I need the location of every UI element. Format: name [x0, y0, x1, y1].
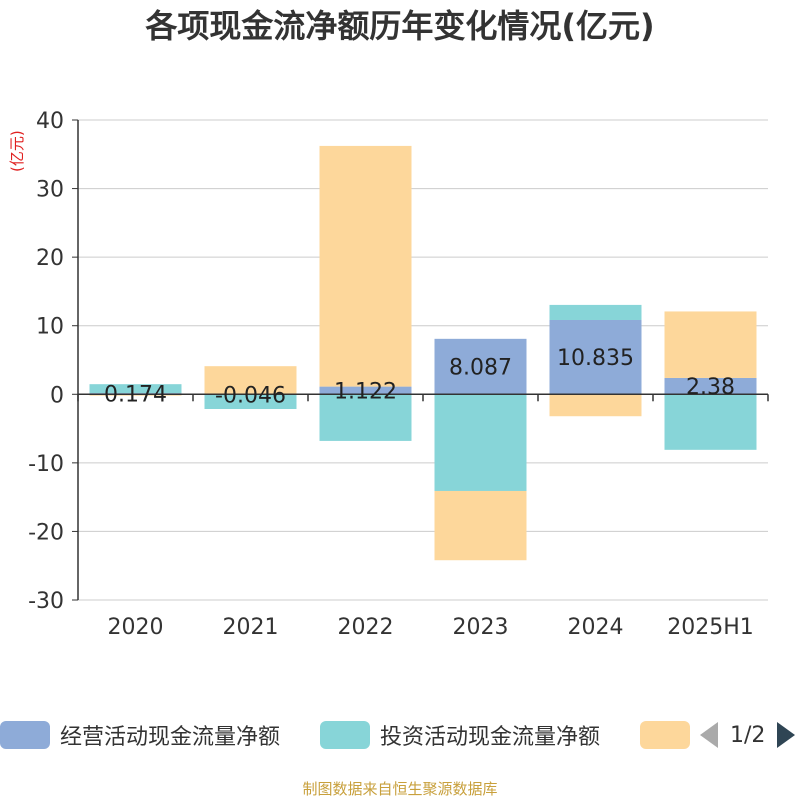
data-label-2025H1: 2.38 [686, 375, 735, 400]
bar-2021-series-1 [204, 394, 297, 410]
legend-prev-page-icon[interactable] [700, 722, 718, 748]
data-label-2022: 1.122 [334, 379, 397, 404]
legend-page-indicator: 1/2 [730, 722, 766, 748]
bar-2025H1-series-1 [664, 394, 757, 450]
x-tick-label-2024: 2024 [568, 615, 624, 640]
legend-pager: 1/2 [700, 720, 796, 750]
legend-swatch-investing [320, 721, 370, 749]
data-label-2024: 10.835 [557, 346, 634, 371]
bar-2023-series-0 [434, 338, 527, 395]
legend: 经营活动现金流量净额 投资活动现金流量净额 1/2 [0, 716, 800, 756]
data-source-footer: 制图数据来自恒生聚源数据库 [302, 780, 498, 798]
legend-next-page-icon[interactable] [777, 722, 796, 748]
bar-2023-series-2 [434, 490, 527, 561]
x-tick-label-2025H1: 2025H1 [667, 615, 754, 640]
y-tick-label: -20 [28, 520, 64, 545]
legend-swatch-third-series [640, 721, 690, 749]
bar-2021-series-2 [204, 366, 297, 395]
data-label-2023: 8.087 [449, 356, 512, 381]
bar-2023-series-1 [434, 394, 527, 491]
x-tick-label-2023: 2023 [453, 615, 509, 640]
legend-label-investing: 投资活动现金流量净额 [380, 725, 601, 750]
stacked-bar-chart: -30 -20 -10 0 10 20 30 40 2020 2021 2022 2023 2024 20… [28, 109, 769, 640]
x-tick-label-2022: 2022 [338, 615, 394, 640]
data-label-2021: -0.046 [215, 383, 286, 408]
chart-title: 各项现金流净额历年变化情况(亿元) [145, 7, 655, 45]
bar-2025H1-series-0 [664, 377, 757, 395]
y-tick-label: 40 [36, 109, 64, 134]
y-tick-label: 0 [50, 383, 64, 408]
bar-2020-series-1 [89, 384, 182, 394]
bar-2022-series-0 [319, 386, 412, 395]
y-tick-label: -10 [28, 452, 64, 477]
legend-swatch-operating [0, 721, 50, 749]
x-tick-label-2021: 2021 [223, 615, 279, 640]
y-tick-label: 30 [36, 178, 64, 203]
y-tick-label: 10 [36, 315, 64, 340]
bar-2024-series-0 [549, 319, 642, 395]
y-tick-label: 20 [36, 246, 64, 271]
bar-2022-series-1 [319, 394, 412, 441]
legend-label-operating: 经营活动现金流量净额 [60, 725, 281, 750]
bar-2022-series-2 [319, 145, 412, 387]
legend-item-investing[interactable]: 投资活动现金流量净额 [320, 720, 600, 750]
x-tick-label-2020: 2020 [108, 615, 164, 640]
legend-item-operating[interactable]: 经营活动现金流量净额 [0, 720, 280, 750]
bar-2024-series-1 [549, 304, 642, 320]
y-tick-label: -30 [28, 589, 64, 614]
data-label-2020: 0.174 [104, 383, 167, 408]
bar-2024-series-2 [549, 394, 642, 417]
legend-item-third-series[interactable] [640, 720, 700, 750]
bar-2025H1-series-2 [664, 311, 757, 378]
